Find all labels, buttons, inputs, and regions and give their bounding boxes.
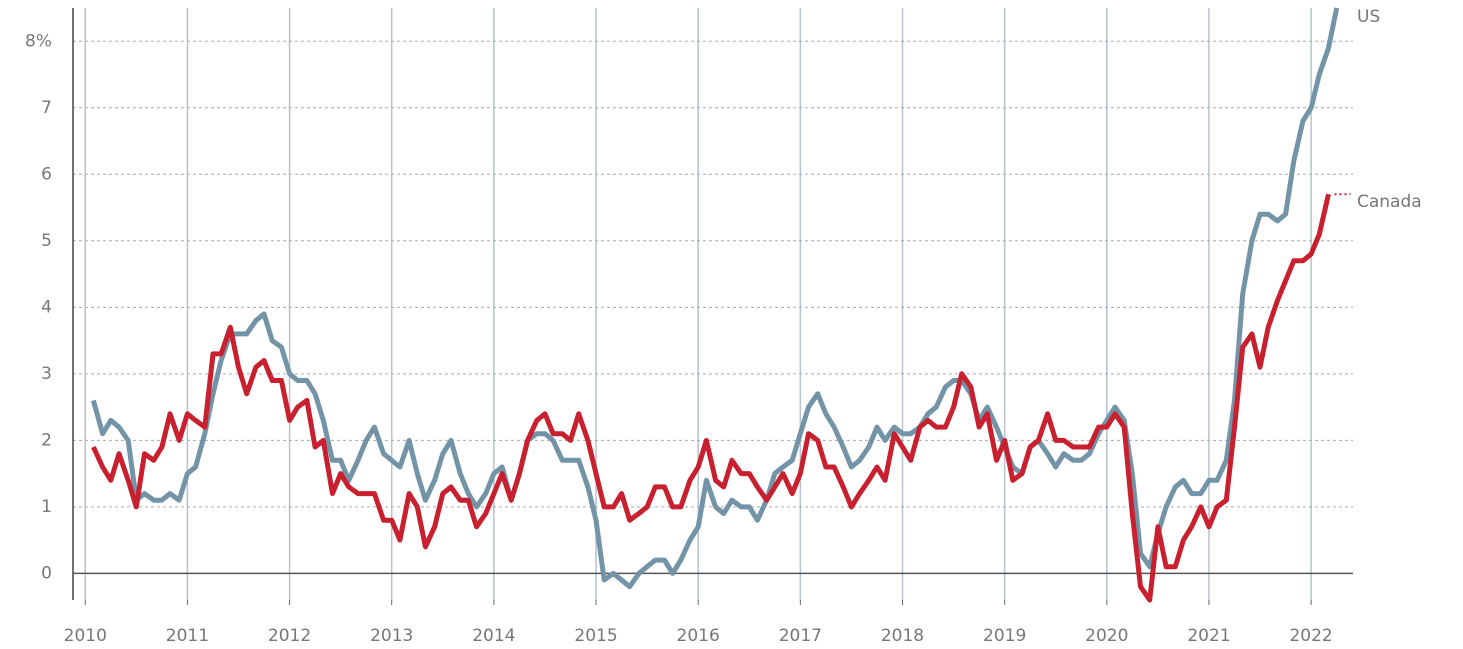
x-tick-label: 2022 — [1289, 626, 1332, 646]
y-tick-label: 4 — [41, 297, 52, 317]
series-label: US — [1357, 7, 1380, 27]
y-tick-label: 3 — [41, 364, 52, 384]
series-line — [90, 7, 1340, 590]
x-tick-label: 2021 — [1187, 626, 1230, 646]
y-tick-label: 0 — [41, 563, 52, 583]
y-tick-label: 6 — [41, 164, 52, 184]
series-line — [91, 193, 1331, 603]
y-tick-label: 2 — [41, 430, 52, 450]
x-tick-label: 2010 — [64, 626, 107, 646]
x-tick-label: 2020 — [1085, 626, 1128, 646]
y-tick-label: 7 — [41, 98, 52, 118]
x-tick-label: 2016 — [677, 626, 720, 646]
x-tick-label: 2014 — [472, 626, 515, 646]
x-tick-label: 2017 — [779, 626, 822, 646]
series-label: Canada — [1357, 192, 1422, 212]
y-tick-label: 1 — [41, 497, 52, 517]
x-tick-label: 2015 — [574, 626, 617, 646]
x-tick-label: 2019 — [983, 626, 1026, 646]
x-tick-label: 2013 — [370, 626, 413, 646]
y-tick-label: 8% — [25, 31, 52, 51]
x-tick-label: 2011 — [166, 626, 209, 646]
x-tick-label: 2018 — [881, 626, 924, 646]
y-tick-label: 5 — [41, 231, 52, 251]
x-tick-label: 2012 — [268, 626, 311, 646]
